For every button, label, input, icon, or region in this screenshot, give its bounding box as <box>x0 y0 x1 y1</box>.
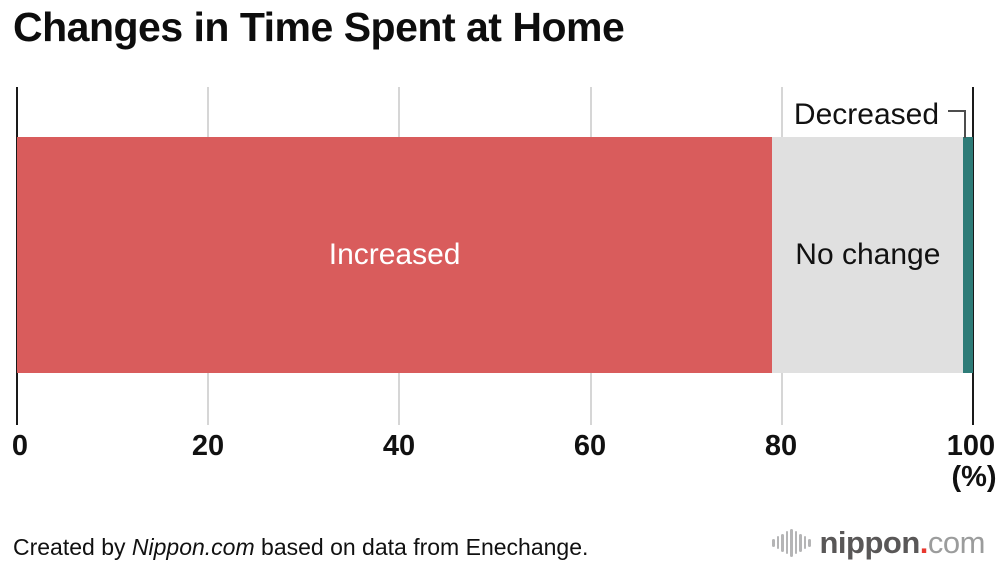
bar-segment-increased[interactable]: Increased <box>17 137 773 373</box>
axis-unit-label: (%) <box>951 461 997 493</box>
segment-label-increased: Increased <box>328 238 461 271</box>
credit-suffix: based on data from Enechange. <box>254 534 589 560</box>
tick-label-60: 60 <box>573 430 607 462</box>
stacked-bar: Increased No change <box>17 137 973 373</box>
credit-line: Created by Nippon.com based on data from… <box>13 534 588 561</box>
tick-label-100: 100 <box>946 430 996 462</box>
nippon-wordmark: nippon . com <box>820 527 986 558</box>
decreased-callout-line <box>948 110 966 138</box>
tick-label-20: 20 <box>191 430 225 462</box>
credit-source: Nippon.com <box>131 534 255 560</box>
tick-label-0: 0 <box>11 430 29 462</box>
nippon-logo: nippon . com <box>772 527 986 558</box>
plot-area: Increased No change Decreased <box>0 87 1000 425</box>
segment-label-decreased: Decreased <box>789 98 943 132</box>
credit-prefix: Created by <box>13 534 132 560</box>
tick-label-40: 40 <box>382 430 416 462</box>
segment-label-no-change: No change <box>795 238 941 271</box>
bar-segment-decreased[interactable] <box>963 137 973 373</box>
logo-dot: . <box>919 525 929 560</box>
logo-text-com: com <box>927 525 986 560</box>
logo-text-nippon: nippon <box>819 525 921 560</box>
gridline-100 <box>972 87 974 425</box>
tick-label-80: 80 <box>764 430 798 462</box>
soundwave-bars-icon <box>772 528 811 557</box>
chart-title: Changes in Time Spent at Home <box>13 4 625 50</box>
bar-segment-no-change[interactable]: No change <box>772 137 964 373</box>
